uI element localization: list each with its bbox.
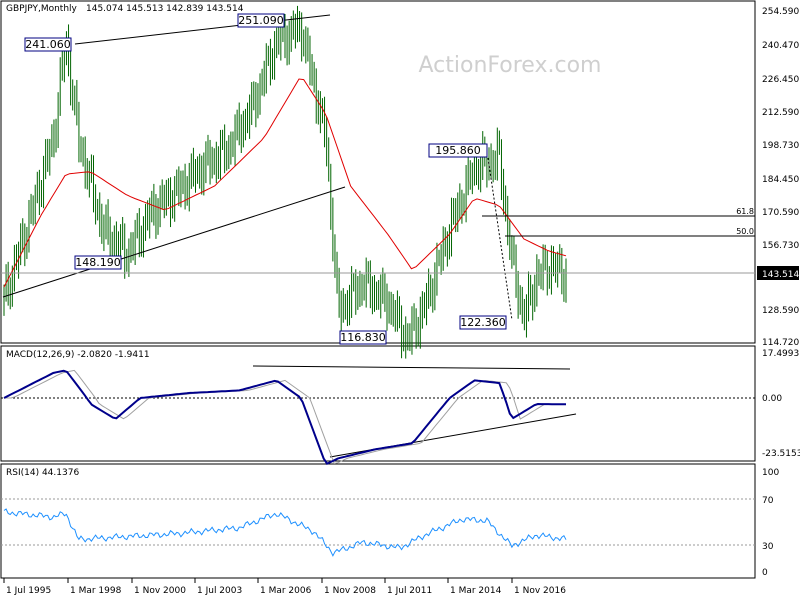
current-price-tick: 143.514 — [762, 270, 799, 280]
label-148190: 148.190 — [75, 256, 121, 269]
label-box — [459, 315, 507, 330]
rsi-title: RSI(14) 44.1376 — [6, 468, 79, 478]
watermark: ActionForex.com — [419, 53, 602, 78]
x-tick-label: 1 Mar 2014 — [450, 586, 502, 596]
x-tick-label: 1 Jul 2011 — [387, 586, 432, 596]
rsi-tick: 100 — [762, 468, 779, 478]
trendline-support — [2, 186, 346, 298]
label-box — [339, 330, 387, 345]
price-tick: 240.470 — [762, 41, 799, 51]
label-box — [24, 37, 72, 52]
price-tick: 156.730 — [762, 241, 799, 251]
time-axis: 1 Jul 1995 1 Mar 1998 1 Nov 2000 1 Jul 2003… — [3, 578, 566, 596]
price-tick: 212.590 — [762, 108, 799, 118]
rsi-line — [3, 508, 567, 557]
ohlc-values: 145.074 145.513 142.839 143.514 — [86, 4, 244, 14]
symbol-label: GBPJPY,Monthly — [6, 4, 78, 14]
trendline-dashed — [487, 157, 513, 321]
x-tick-label: 1 Nov 2016 — [514, 586, 566, 596]
trendline-top — [74, 14, 331, 45]
label-box — [74, 255, 122, 270]
price-series — [3, 5, 567, 359]
label-251090: 251.090 — [238, 14, 284, 27]
rsi-tick: 70 — [762, 496, 774, 506]
price-axis: 254.590 240.470 226.450 212.590 198.730 … — [757, 7, 799, 348]
fib-618-label: 61.8 — [736, 207, 754, 216]
price-annotations: 241.060 251.090 148.190 195.860 116.830 … — [24, 13, 754, 345]
price-tick: 184.450 — [762, 175, 799, 185]
price-tick: 170.590 — [762, 208, 799, 218]
label-122360: 122.360 — [460, 316, 506, 329]
macd-pane — [0, 345, 756, 462]
price-tick: 114.720 — [762, 338, 799, 348]
price-tick: 226.450 — [762, 75, 799, 85]
label-195860: 195.860 — [435, 144, 481, 157]
label-241060: 241.060 — [25, 38, 71, 51]
price-tick: 198.730 — [762, 141, 799, 151]
fib-500-label: 50.0 — [736, 227, 754, 236]
x-tick-label: 1 Nov 2000 — [134, 586, 186, 596]
x-tick-label: 1 Nov 2008 — [324, 586, 376, 596]
label-box — [237, 13, 285, 28]
moving-average-line — [3, 78, 567, 288]
label-box — [428, 143, 488, 158]
macd-line — [3, 369, 566, 465]
label-116830: 116.830 — [340, 331, 386, 344]
price-tick: 128.590 — [762, 306, 799, 316]
rsi-tick: 0 — [762, 568, 768, 578]
trendlines — [1, 14, 755, 321]
macd-tick: 17.4993 — [762, 349, 799, 359]
macd-title: MACD(12,26,9) -2.0820 -1.9411 — [6, 350, 150, 360]
macd-trendline-top — [252, 365, 571, 370]
x-tick-label: 1 Jul 1995 — [6, 586, 51, 596]
rsi-tick: 30 — [762, 542, 774, 552]
price-tick: 254.590 — [762, 7, 799, 17]
x-tick-label: 1 Jul 2003 — [197, 586, 242, 596]
macd-tick: 0.00 — [762, 394, 782, 404]
current-price-badge — [757, 266, 799, 280]
x-tick-label: 1 Mar 2006 — [260, 586, 312, 596]
macd-tick: -23.5153 — [762, 449, 800, 459]
rsi-pane — [0, 463, 756, 579]
macd-signal-line — [4, 369, 566, 465]
x-tick-label: 1 Mar 1998 — [70, 586, 122, 596]
